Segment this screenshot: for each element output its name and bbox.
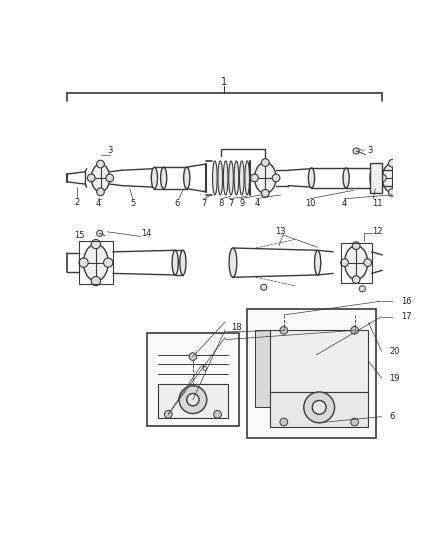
Circle shape <box>352 276 360 284</box>
Ellipse shape <box>180 251 186 275</box>
Ellipse shape <box>91 164 110 192</box>
Text: 18: 18 <box>231 323 241 332</box>
Circle shape <box>91 239 100 249</box>
Circle shape <box>359 286 365 292</box>
Bar <box>158 384 228 418</box>
Text: 1: 1 <box>222 77 227 87</box>
Ellipse shape <box>370 168 376 188</box>
Circle shape <box>341 259 349 266</box>
Text: 5: 5 <box>130 199 135 208</box>
Text: 4: 4 <box>255 199 260 208</box>
Circle shape <box>91 277 100 286</box>
Circle shape <box>214 410 221 418</box>
Text: 6: 6 <box>202 365 207 374</box>
Circle shape <box>97 188 104 196</box>
Circle shape <box>261 189 269 197</box>
Text: 20: 20 <box>389 346 400 356</box>
Text: 6: 6 <box>389 412 395 421</box>
Ellipse shape <box>223 161 228 195</box>
Ellipse shape <box>218 161 223 195</box>
Text: 16: 16 <box>401 297 411 305</box>
Ellipse shape <box>84 244 108 281</box>
Text: 14: 14 <box>141 229 152 238</box>
Circle shape <box>352 242 360 249</box>
Text: 10: 10 <box>305 199 315 208</box>
Circle shape <box>353 148 359 154</box>
Ellipse shape <box>151 167 158 189</box>
Text: 2: 2 <box>75 198 80 207</box>
Ellipse shape <box>308 168 314 188</box>
Ellipse shape <box>172 251 178 275</box>
Text: 8: 8 <box>218 199 223 208</box>
Ellipse shape <box>343 168 349 188</box>
Text: 17: 17 <box>401 312 411 321</box>
Text: 7: 7 <box>229 199 234 208</box>
Ellipse shape <box>314 251 321 275</box>
Bar <box>254 330 270 407</box>
Text: 9: 9 <box>240 199 245 208</box>
Text: 7: 7 <box>201 199 206 208</box>
Circle shape <box>272 174 280 182</box>
Ellipse shape <box>234 161 239 195</box>
Text: 13: 13 <box>276 227 286 236</box>
Circle shape <box>351 418 358 426</box>
Bar <box>341 243 371 282</box>
Circle shape <box>261 159 269 166</box>
Circle shape <box>106 174 113 182</box>
Ellipse shape <box>184 167 190 189</box>
Circle shape <box>97 230 103 237</box>
Bar <box>370 163 382 193</box>
Ellipse shape <box>229 248 237 277</box>
Circle shape <box>280 327 288 334</box>
Ellipse shape <box>240 161 244 195</box>
Ellipse shape <box>229 161 233 195</box>
Circle shape <box>189 353 197 360</box>
Circle shape <box>97 160 104 168</box>
Text: 6: 6 <box>175 199 180 208</box>
Ellipse shape <box>245 161 250 195</box>
Text: 19: 19 <box>389 374 400 383</box>
Circle shape <box>304 392 335 423</box>
Polygon shape <box>153 340 233 349</box>
Text: 12: 12 <box>372 227 383 236</box>
Circle shape <box>364 259 371 266</box>
Circle shape <box>378 174 386 182</box>
Bar <box>247 309 376 438</box>
Text: 4: 4 <box>342 199 347 208</box>
Text: 4: 4 <box>95 199 101 208</box>
Circle shape <box>88 174 95 182</box>
Circle shape <box>164 410 172 418</box>
Ellipse shape <box>161 167 167 189</box>
Ellipse shape <box>382 163 403 192</box>
Circle shape <box>312 400 326 414</box>
Circle shape <box>179 386 207 414</box>
Ellipse shape <box>254 163 276 193</box>
Bar <box>79 241 113 284</box>
Circle shape <box>389 189 396 196</box>
Ellipse shape <box>345 246 367 280</box>
Bar <box>270 392 368 426</box>
Circle shape <box>351 327 358 334</box>
Bar <box>147 334 239 426</box>
Circle shape <box>79 258 88 267</box>
Polygon shape <box>254 315 368 330</box>
Circle shape <box>280 418 288 426</box>
Circle shape <box>187 393 199 406</box>
Text: 11: 11 <box>372 199 383 208</box>
Circle shape <box>399 174 406 182</box>
Circle shape <box>251 174 258 182</box>
Circle shape <box>261 284 267 290</box>
Circle shape <box>389 159 396 167</box>
Bar <box>270 330 368 392</box>
Circle shape <box>103 258 113 267</box>
Text: 3: 3 <box>367 147 373 156</box>
Ellipse shape <box>212 161 217 195</box>
Text: 15: 15 <box>74 231 84 240</box>
Text: 3: 3 <box>107 147 113 156</box>
